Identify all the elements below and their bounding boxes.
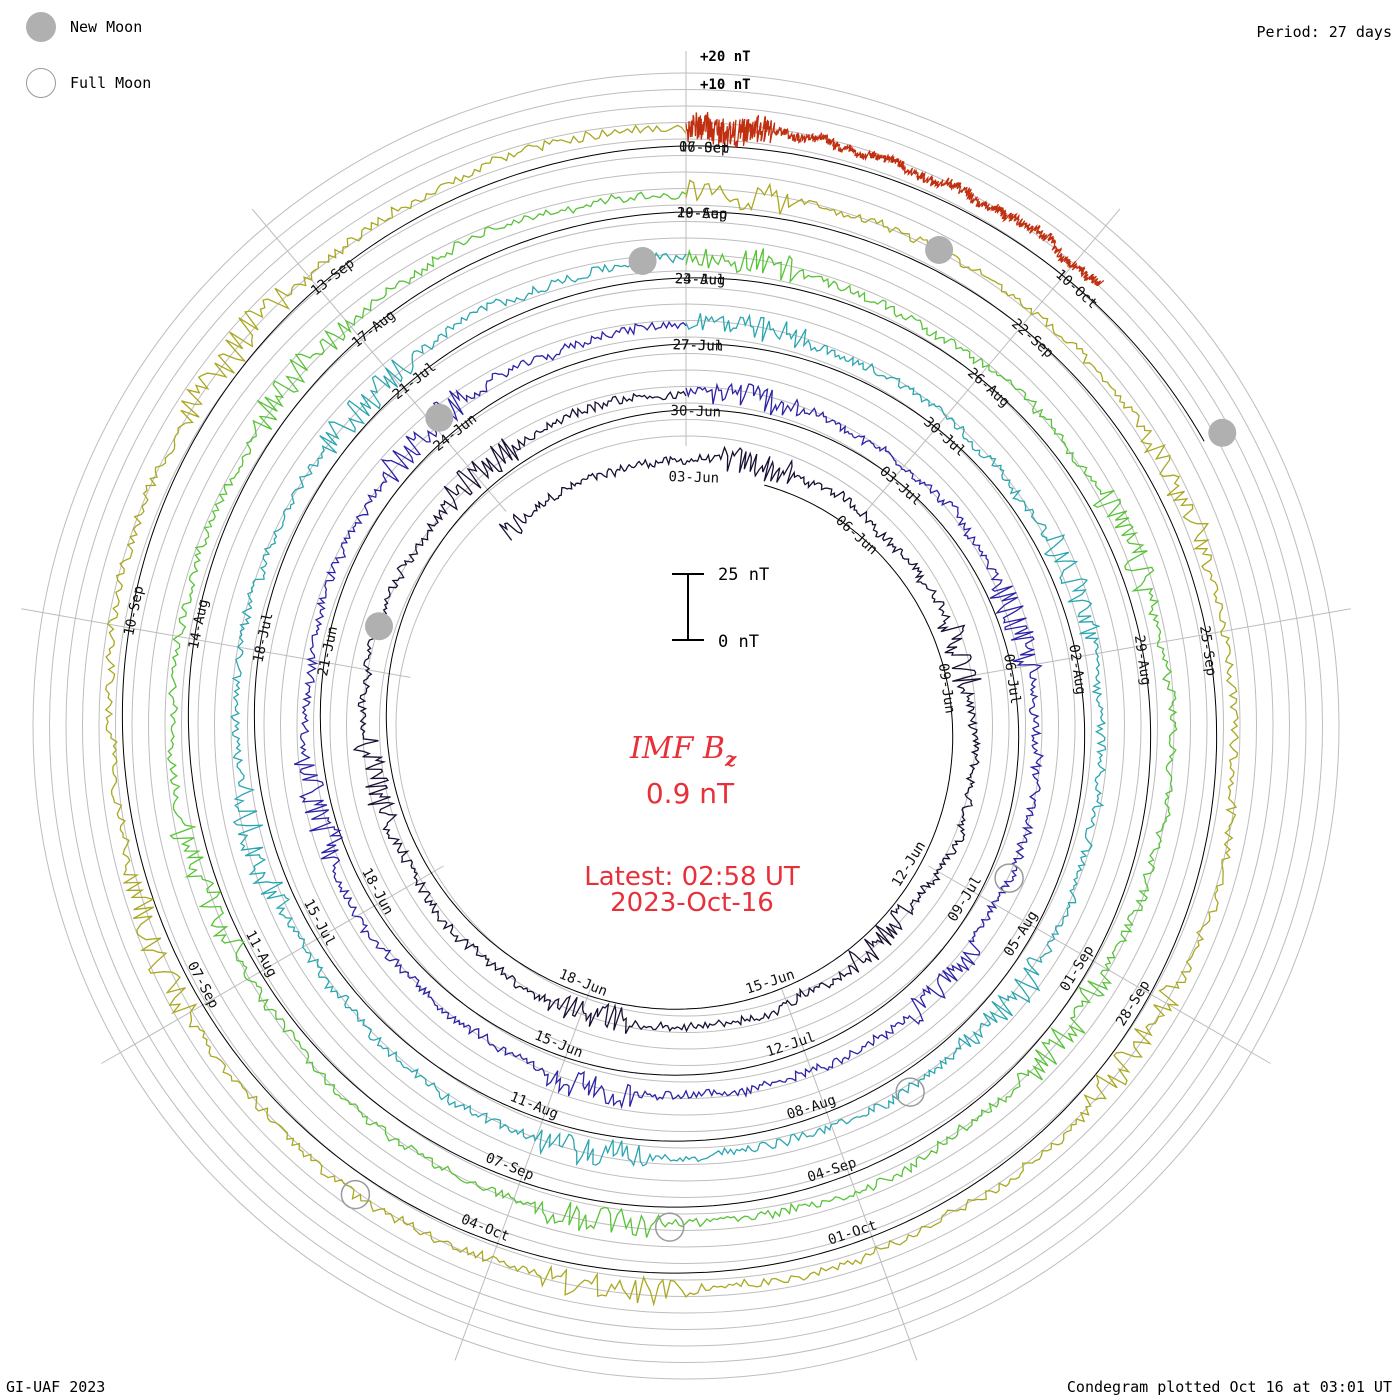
grid-circle bbox=[346, 386, 1026, 1066]
new-moon-marker bbox=[425, 403, 454, 432]
period-label: Period: 27 days bbox=[1256, 23, 1392, 41]
date-label: 15-Jun bbox=[532, 1028, 585, 1062]
legend-new-moon: New Moon bbox=[26, 12, 142, 42]
date-label: 19-Sep bbox=[677, 205, 728, 223]
ring-trace bbox=[293, 320, 1045, 1110]
date-label: 20-Aug bbox=[677, 205, 728, 223]
date-label: 07-Sep bbox=[184, 959, 222, 1011]
plotted-label: Condegram plotted Oct 16 at 03:01 UT bbox=[1066, 1378, 1392, 1396]
new-moon-marker bbox=[628, 247, 657, 275]
current-value: 0.9 nT bbox=[646, 777, 735, 810]
legend-full-moon-label: Full Moon bbox=[70, 74, 152, 92]
chart-title: IMF Bz bbox=[629, 731, 737, 771]
full-moon-icon bbox=[26, 68, 56, 98]
day-spoke bbox=[928, 865, 1271, 1064]
ring-trace bbox=[685, 112, 1105, 286]
date-label: 07-Oct bbox=[679, 139, 730, 157]
scale-bar bbox=[672, 573, 704, 641]
ring-trace bbox=[104, 124, 1240, 1307]
date-label: 16-Sep bbox=[679, 139, 730, 157]
date-label: 29-Aug bbox=[1131, 634, 1154, 686]
date-label: 06-Jul bbox=[1000, 653, 1023, 705]
full-moon-marker bbox=[994, 863, 1024, 893]
date-label: 02-Aug bbox=[1065, 643, 1088, 695]
scale-bar-top-label: 25 nT bbox=[718, 565, 769, 585]
date-label: 27-Jul bbox=[672, 337, 723, 355]
date-label: 12-Jun bbox=[889, 838, 929, 889]
date-label: 27-Jun bbox=[672, 337, 723, 355]
scale-bar-bottom-label: 0 nT bbox=[718, 632, 759, 652]
ring-trace bbox=[352, 390, 982, 1034]
day-spoke bbox=[454, 988, 591, 1361]
chart-title-subscript: z bbox=[724, 747, 737, 771]
date-label: 30-Jun bbox=[670, 403, 721, 421]
new-moon-icon bbox=[26, 12, 56, 42]
date-label: 10-Sep bbox=[121, 584, 147, 637]
date-label: 22-Sep bbox=[1008, 316, 1056, 362]
date-label: 03-Jun bbox=[668, 469, 719, 487]
full-moon-marker bbox=[895, 1077, 925, 1107]
legend-full-moon: Full Moon bbox=[26, 68, 151, 98]
scale-label-10: +10 nT bbox=[700, 77, 751, 93]
grid-circle bbox=[379, 419, 993, 1033]
date-label: 21-Jun bbox=[315, 625, 341, 678]
imf-traces bbox=[104, 112, 1240, 1307]
date-label: 11-Aug bbox=[242, 928, 280, 980]
ring-grid bbox=[21, 51, 1351, 1380]
new-moon-marker bbox=[925, 236, 954, 264]
date-label: 14-Aug bbox=[186, 598, 212, 651]
ring-trace bbox=[230, 251, 1107, 1167]
date-label: 07-Sep bbox=[483, 1150, 536, 1184]
date-label: 04-Oct bbox=[459, 1211, 512, 1245]
baseline-spiral bbox=[121, 145, 1218, 1274]
date-label: 18-Jun bbox=[557, 966, 610, 1000]
ring-trace bbox=[166, 191, 1178, 1238]
credit-label: GI-UAF 2023 bbox=[6, 1378, 106, 1396]
scale-label-20: +20 nT bbox=[700, 49, 751, 65]
grid-circle bbox=[313, 353, 1059, 1099]
legend-new-moon-label: New Moon bbox=[70, 18, 143, 36]
day-spoke bbox=[251, 208, 507, 512]
day-spoke bbox=[21, 608, 411, 678]
latest-date: 2023-Oct-16 bbox=[610, 888, 774, 918]
new-moon-marker bbox=[365, 612, 393, 641]
full-moon-marker bbox=[340, 1179, 371, 1210]
date-label: 10-Oct bbox=[1052, 267, 1100, 313]
date-label: 13-Sep bbox=[308, 255, 358, 299]
date-label: 06-Jun bbox=[832, 513, 880, 559]
day-spoke bbox=[961, 608, 1351, 678]
latest-time: Latest: 02:58 UT bbox=[584, 862, 800, 892]
date-label: 24-Jul bbox=[674, 271, 725, 289]
date-label: 17-Aug bbox=[349, 307, 399, 351]
date-label: 26-Aug bbox=[964, 365, 1012, 411]
date-label: 18-Jul bbox=[250, 611, 276, 664]
date-label: 09-Jun bbox=[935, 662, 958, 714]
full-moon-marker bbox=[654, 1212, 685, 1242]
day-spoke bbox=[101, 865, 444, 1064]
date-label: 18-Jun bbox=[358, 865, 396, 917]
moon-markers bbox=[340, 236, 1237, 1242]
date-label: 23-Aug bbox=[674, 271, 725, 289]
day-spoke bbox=[865, 208, 1121, 512]
date-label: 11-Aug bbox=[508, 1089, 561, 1123]
new-moon-marker bbox=[1208, 418, 1237, 447]
date-label: 15-Jul bbox=[300, 897, 338, 949]
date-label: 30-Jul bbox=[920, 414, 968, 460]
date-label: 25-Sep bbox=[1196, 625, 1219, 677]
